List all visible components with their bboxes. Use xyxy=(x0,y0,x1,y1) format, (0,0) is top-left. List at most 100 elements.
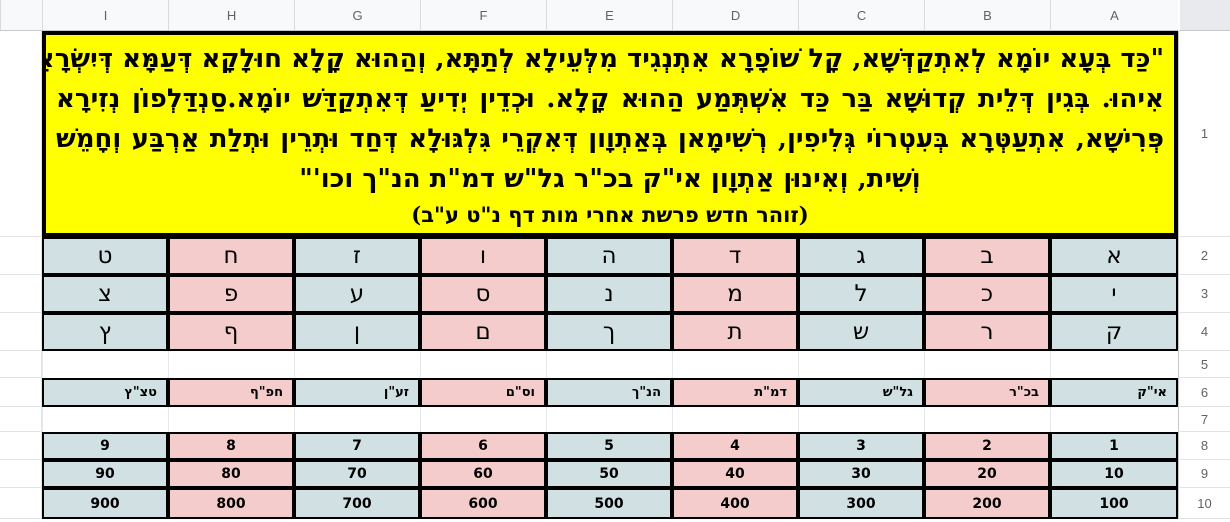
empty-cell[interactable] xyxy=(1050,351,1178,378)
empty-cell[interactable] xyxy=(798,351,924,378)
column-header-h[interactable]: H xyxy=(168,0,294,31)
cell-c4[interactable]: ש xyxy=(798,313,924,351)
cell-e3[interactable]: נ xyxy=(546,275,672,313)
cell-g9[interactable]: 70 xyxy=(294,460,420,488)
partial-cell[interactable] xyxy=(0,31,42,237)
column-header-f[interactable]: F xyxy=(420,0,546,31)
cell-d10[interactable]: 400 xyxy=(672,488,798,519)
partial-cell[interactable] xyxy=(0,313,42,351)
partial-cell[interactable] xyxy=(0,378,42,407)
column-header-i[interactable]: I xyxy=(42,0,168,31)
cell-b9[interactable]: 20 xyxy=(924,460,1050,488)
column-header-c[interactable]: C xyxy=(798,0,924,31)
partial-cell[interactable] xyxy=(0,351,42,378)
cell-g10[interactable]: 700 xyxy=(294,488,420,519)
zohar-quote-cell[interactable]: "כַּד בְּעָא יוֹמָא לְאִתְקַדְּשָׁא, קָל… xyxy=(20,31,1178,237)
column-header-b[interactable]: B xyxy=(924,0,1050,31)
partial-cell[interactable] xyxy=(0,237,42,275)
cell-c3[interactable]: ל xyxy=(798,275,924,313)
cell-d2[interactable]: ד xyxy=(672,237,798,275)
empty-cell[interactable] xyxy=(798,407,924,432)
cell-a3[interactable]: י xyxy=(1050,275,1178,313)
cell-f3[interactable]: ס xyxy=(420,275,546,313)
cell-i3[interactable]: צ xyxy=(42,275,168,313)
row-header-2[interactable]: 2 xyxy=(1178,237,1230,275)
cell-h8[interactable]: 8 xyxy=(168,432,294,460)
cell-b10[interactable]: 200 xyxy=(924,488,1050,519)
cell-h2[interactable]: ח xyxy=(168,237,294,275)
cell-e4[interactable]: ך xyxy=(546,313,672,351)
cell-e9[interactable]: 50 xyxy=(546,460,672,488)
select-all-corner[interactable] xyxy=(1178,0,1230,31)
cell-a2[interactable]: א xyxy=(1050,237,1178,275)
cell-f4[interactable]: ם xyxy=(420,313,546,351)
empty-cell[interactable] xyxy=(546,351,672,378)
row-header-3[interactable]: 3 xyxy=(1178,275,1230,313)
row-header-8[interactable]: 8 xyxy=(1178,432,1230,460)
cell-h10[interactable]: 800 xyxy=(168,488,294,519)
partial-cell[interactable] xyxy=(0,488,42,519)
empty-cell[interactable] xyxy=(924,407,1050,432)
cell-h6[interactable]: חפ"ף xyxy=(168,378,294,407)
cell-b3[interactable]: כ xyxy=(924,275,1050,313)
cell-e8[interactable]: 5 xyxy=(546,432,672,460)
cell-c2[interactable]: ג xyxy=(798,237,924,275)
cell-g4[interactable]: ן xyxy=(294,313,420,351)
cell-g8[interactable]: 7 xyxy=(294,432,420,460)
row-header-6[interactable]: 6 xyxy=(1178,378,1230,407)
cell-b2[interactable]: ב xyxy=(924,237,1050,275)
cell-d9[interactable]: 40 xyxy=(672,460,798,488)
empty-cell[interactable] xyxy=(294,407,420,432)
cell-i6[interactable]: טצ"ץ xyxy=(42,378,168,407)
column-header-g[interactable]: G xyxy=(294,0,420,31)
cell-f2[interactable]: ו xyxy=(420,237,546,275)
cell-a6[interactable]: אי"ק xyxy=(1050,378,1178,407)
cell-i8[interactable]: 9 xyxy=(42,432,168,460)
cell-b8[interactable]: 2 xyxy=(924,432,1050,460)
cell-e10[interactable]: 500 xyxy=(546,488,672,519)
cell-d8[interactable]: 4 xyxy=(672,432,798,460)
cell-c8[interactable]: 3 xyxy=(798,432,924,460)
cell-c10[interactable]: 300 xyxy=(798,488,924,519)
cell-f10[interactable]: 600 xyxy=(420,488,546,519)
cell-b6[interactable]: בכ"ר xyxy=(924,378,1050,407)
cell-a4[interactable]: ק xyxy=(1050,313,1178,351)
partial-cell[interactable] xyxy=(0,275,42,313)
empty-cell[interactable] xyxy=(294,351,420,378)
cell-e2[interactable]: ה xyxy=(546,237,672,275)
cell-f9[interactable]: 60 xyxy=(420,460,546,488)
empty-cell[interactable] xyxy=(672,407,798,432)
column-header-e[interactable]: E xyxy=(546,0,672,31)
cell-g3[interactable]: ע xyxy=(294,275,420,313)
partial-cell[interactable] xyxy=(0,460,42,488)
cell-d3[interactable]: מ xyxy=(672,275,798,313)
cell-a10[interactable]: 100 xyxy=(1050,488,1178,519)
row-header-7[interactable]: 7 xyxy=(1178,407,1230,432)
empty-cell[interactable] xyxy=(924,351,1050,378)
cell-h4[interactable]: ף xyxy=(168,313,294,351)
empty-cell[interactable] xyxy=(1050,407,1178,432)
cell-f6[interactable]: וס"ם xyxy=(420,378,546,407)
cell-i4[interactable]: ץ xyxy=(42,313,168,351)
partial-cell[interactable] xyxy=(0,407,42,432)
cell-i10[interactable]: 900 xyxy=(42,488,168,519)
row-header-5[interactable]: 5 xyxy=(1178,351,1230,378)
empty-cell[interactable] xyxy=(546,407,672,432)
cell-a9[interactable]: 10 xyxy=(1050,460,1178,488)
cell-f8[interactable]: 6 xyxy=(420,432,546,460)
row-header-9[interactable]: 9 xyxy=(1178,460,1230,488)
cell-i2[interactable]: ט xyxy=(42,237,168,275)
column-header-d[interactable]: D xyxy=(672,0,798,31)
cell-g6[interactable]: זע"ן xyxy=(294,378,420,407)
empty-cell[interactable] xyxy=(42,351,168,378)
cell-d6[interactable]: דמ"ת xyxy=(672,378,798,407)
row-header-10[interactable]: 10 xyxy=(1178,488,1230,519)
cell-e6[interactable]: הנ"ך xyxy=(546,378,672,407)
empty-cell[interactable] xyxy=(168,351,294,378)
partial-cell[interactable] xyxy=(0,432,42,460)
column-header-partial[interactable] xyxy=(0,0,42,31)
cell-a8[interactable]: 1 xyxy=(1050,432,1178,460)
cell-h3[interactable]: פ xyxy=(168,275,294,313)
cell-h9[interactable]: 80 xyxy=(168,460,294,488)
cell-g2[interactable]: ז xyxy=(294,237,420,275)
